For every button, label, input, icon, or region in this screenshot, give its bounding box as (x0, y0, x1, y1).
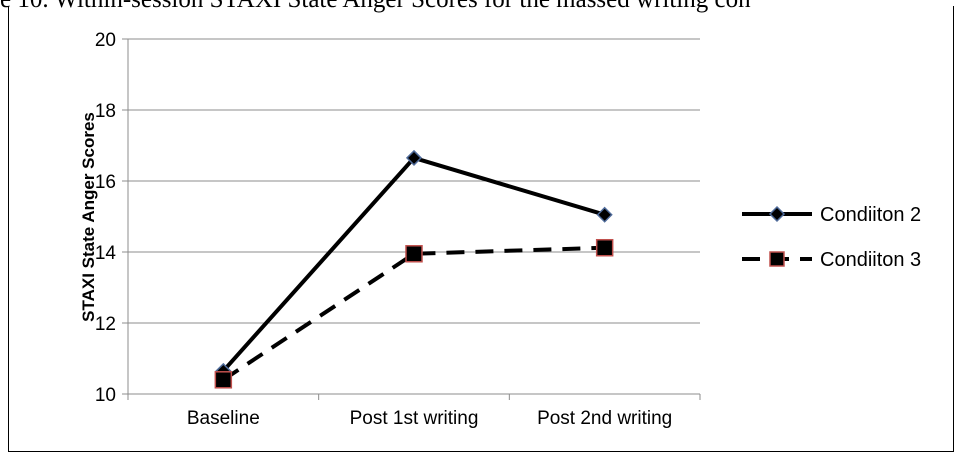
x-tick-label: Post 2nd writing (537, 408, 672, 429)
axes (122, 38, 701, 400)
y-tick-label: 16 (95, 172, 116, 193)
legend-entry: Condiiton 3 (742, 249, 921, 271)
square-marker (214, 371, 233, 389)
series (214, 149, 614, 389)
legend-label: Condiiton 3 (820, 249, 921, 271)
y-tick-label: 10 (95, 385, 116, 406)
series-line (222, 245, 605, 382)
y-axis-label: STAXI State Anger Scores (79, 112, 98, 322)
y-tick-label: 20 (95, 30, 116, 51)
square-marker (769, 251, 785, 267)
legend-entry: Condiiton 2 (742, 204, 921, 226)
y-tick-label: 14 (95, 243, 117, 264)
diamond-marker (768, 205, 786, 223)
series-line (221, 155, 606, 373)
tick-labels: 10 12 14 16 18 20 Baseline Post 1st writing Post… (95, 30, 672, 429)
series-2 (214, 238, 614, 389)
x-tick-label: Baseline (187, 408, 260, 429)
diamond-marker (405, 149, 423, 166)
square-marker (595, 238, 614, 257)
legend: Condiiton 2 Condiiton 3 (742, 204, 921, 271)
gridlines (128, 38, 700, 324)
x-tick-label: Post 1st writing (350, 408, 479, 429)
y-tick-label: 12 (95, 314, 116, 335)
figure-frame (8, 6, 954, 452)
diamond-marker (596, 206, 613, 223)
legend-label: Condiiton 2 (820, 204, 921, 226)
square-marker (405, 245, 423, 263)
figure-caption: e 10. Within-session STAXI State Anger S… (0, 0, 955, 18)
y-tick-label: 18 (95, 101, 116, 122)
